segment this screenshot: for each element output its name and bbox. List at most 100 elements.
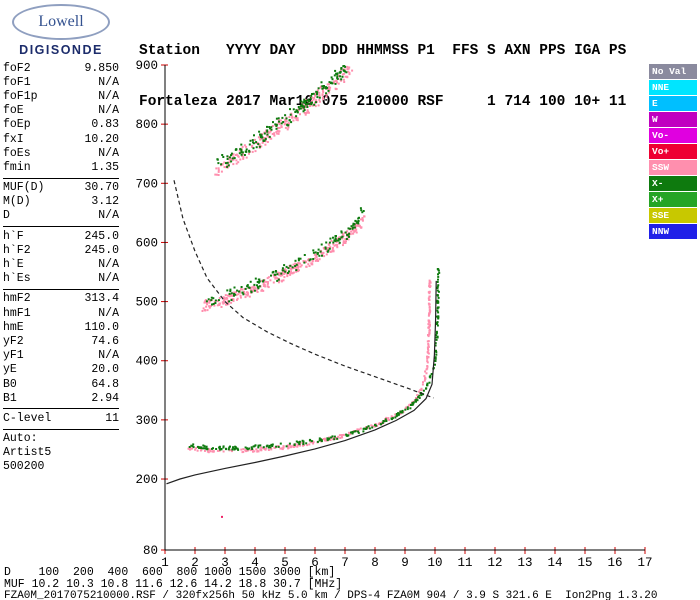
param-label: foF1 — [3, 75, 31, 89]
param-value: N/A — [98, 272, 119, 286]
param-value: 9.850 — [84, 61, 119, 75]
param-row-he: h`E N/A — [3, 257, 119, 271]
param-row-hes: h`Es N/A — [3, 272, 119, 286]
param-label: hmF1 — [3, 306, 31, 320]
param-row-fof1: foF1 N/A — [3, 75, 119, 89]
x-tick-label: 13 — [517, 556, 532, 570]
header-column-titles: Station YYYY DAY DDD HHMMSS P1 FFS S AXN… — [139, 43, 627, 59]
param-row-fof2: foF2 9.850 — [3, 61, 119, 75]
param-label: hmF2 — [3, 292, 31, 306]
param-label: foF2 — [3, 61, 31, 75]
param-label: foEp — [3, 118, 31, 132]
legend-item-x-: X- — [649, 176, 697, 191]
station-header: Station YYYY DAY DDD HHMMSS P1 FFS S AXN… — [139, 9, 626, 145]
param-label: h`F2 — [3, 243, 31, 257]
param-label: hmE — [3, 320, 24, 334]
true-height-profile — [166, 280, 437, 485]
param-label: C-level — [3, 411, 52, 425]
param-value: 10.20 — [84, 132, 119, 146]
param-row-yf1: yF1 N/A — [3, 349, 119, 363]
param-value: 30.70 — [84, 181, 119, 195]
param-group: Auto: Artist5 500200 — [3, 430, 119, 478]
x-tick-label: 16 — [607, 556, 622, 570]
legend-item-vo+: Vo+ — [649, 144, 697, 159]
legend-item-e: E — [649, 96, 697, 111]
param-label: yF1 — [3, 349, 24, 363]
muf-distance-row: D 100 200 400 600 800 1000 1500 3000 [km… — [4, 566, 336, 579]
param-value: N/A — [98, 75, 119, 89]
logo-oval: Lowell — [12, 4, 110, 40]
param-label: M(D) — [3, 195, 31, 209]
param-label: Artist5 — [3, 446, 52, 460]
param-label: B1 — [3, 391, 17, 405]
param-label: yF2 — [3, 334, 24, 348]
x-tick-label: 10 — [427, 556, 442, 570]
param-group: h`F 245.0 h`F2 245.0 h`E N/A h`Es N/A — [3, 227, 119, 290]
x-tick-label: 1 — [161, 556, 169, 570]
y-tick-label: 900 — [135, 59, 158, 73]
legend-item-no-val: No Val — [649, 64, 697, 79]
param-label: foEs — [3, 146, 31, 160]
x-tick-label: 11 — [457, 556, 472, 570]
x-tick-label: 3 — [221, 556, 229, 570]
param-value: 313.4 — [84, 292, 119, 306]
param-group: C-level 11 — [3, 409, 119, 430]
param-value: N/A — [98, 209, 119, 223]
param-label: foF1p — [3, 89, 38, 103]
param-label: h`F — [3, 229, 24, 243]
ionogram-svg: 1 2 3 4 5 6 7 8 9 10 11 12 13 14 15 16 17802003004005006… — [135, 59, 652, 570]
param-label: MUF(D) — [3, 181, 45, 195]
param-row-yf2: yF2 74.6 — [3, 334, 119, 348]
y-tick-label: 300 — [135, 414, 158, 428]
x-tick-label: 14 — [547, 556, 562, 570]
param-label: B0 — [3, 377, 17, 391]
legend-item-w: W — [649, 112, 697, 127]
y-tick-label: 80 — [143, 544, 158, 558]
direction-legend: No Val NNE E W Vo- Vo+ SSW X- X+ SSE NNW — [649, 64, 697, 240]
param-row-mufd: MUF(D) 30.70 — [3, 181, 119, 195]
param-row-auto: Auto: — [3, 432, 119, 446]
transmission-curve — [173, 180, 434, 399]
param-value: 3.12 — [91, 195, 119, 209]
param-value: 2.94 — [91, 391, 119, 405]
legend-item-vo-: Vo- — [649, 128, 697, 143]
param-row-foep: foEp 0.83 — [3, 118, 119, 132]
lowell-digisonde-logo: Lowell DIGISONDE — [8, 4, 114, 57]
param-row-hmf1: hmF1 N/A — [3, 306, 119, 320]
param-row-hf2: h`F2 245.0 — [3, 243, 119, 257]
param-label: fmin — [3, 160, 31, 174]
param-label: yE — [3, 363, 17, 377]
param-group: MUF(D) 30.70 M(D) 3.12 D N/A — [3, 179, 119, 228]
param-label: fxI — [3, 132, 24, 146]
file-info-line: FZA0M_2017075210000.RSF / 320fx256h 50 k… — [4, 590, 658, 600]
param-label: foE — [3, 104, 24, 118]
logo-subtitle: DIGISONDE — [19, 43, 103, 57]
param-value: 0.83 — [91, 118, 119, 132]
y-tick-label: 700 — [135, 177, 158, 191]
x-tick-label: 4 — [251, 556, 259, 570]
param-row-artist5: Artist5 — [3, 446, 119, 460]
param-value: N/A — [98, 258, 119, 272]
x-tick-label: 12 — [487, 556, 502, 570]
x-tick-label: 9 — [401, 556, 409, 570]
param-row-500200: 500200 — [3, 460, 119, 474]
x-tick-label: 5 — [281, 556, 289, 570]
param-row-foes: foEs N/A — [3, 146, 119, 160]
param-row-md: M(D) 3.12 — [3, 195, 119, 209]
logo-title: Lowell — [38, 13, 84, 30]
param-label: 500200 — [3, 460, 45, 474]
legend-item-ssw: SSW — [649, 160, 697, 175]
param-row-b0: B0 64.8 — [3, 377, 119, 391]
param-group: foF2 9.850 foF1 N/A foF1p N/A foE N/A foEp 0.83 fx… — [3, 59, 119, 179]
param-value: 110.0 — [84, 320, 119, 334]
x-tick-label: 2 — [191, 556, 199, 570]
param-value: N/A — [98, 349, 119, 363]
param-value: 74.6 — [91, 334, 119, 348]
param-row-fmin: fmin 1.35 — [3, 160, 119, 174]
header-station-values: Fortaleza 2017 Mar16 075 210000 RSF 1 71… — [139, 94, 627, 110]
param-value: N/A — [98, 104, 119, 118]
legend-item-nne: NNE — [649, 80, 697, 95]
x-tick-label: 8 — [371, 556, 379, 570]
param-value: N/A — [98, 146, 119, 160]
